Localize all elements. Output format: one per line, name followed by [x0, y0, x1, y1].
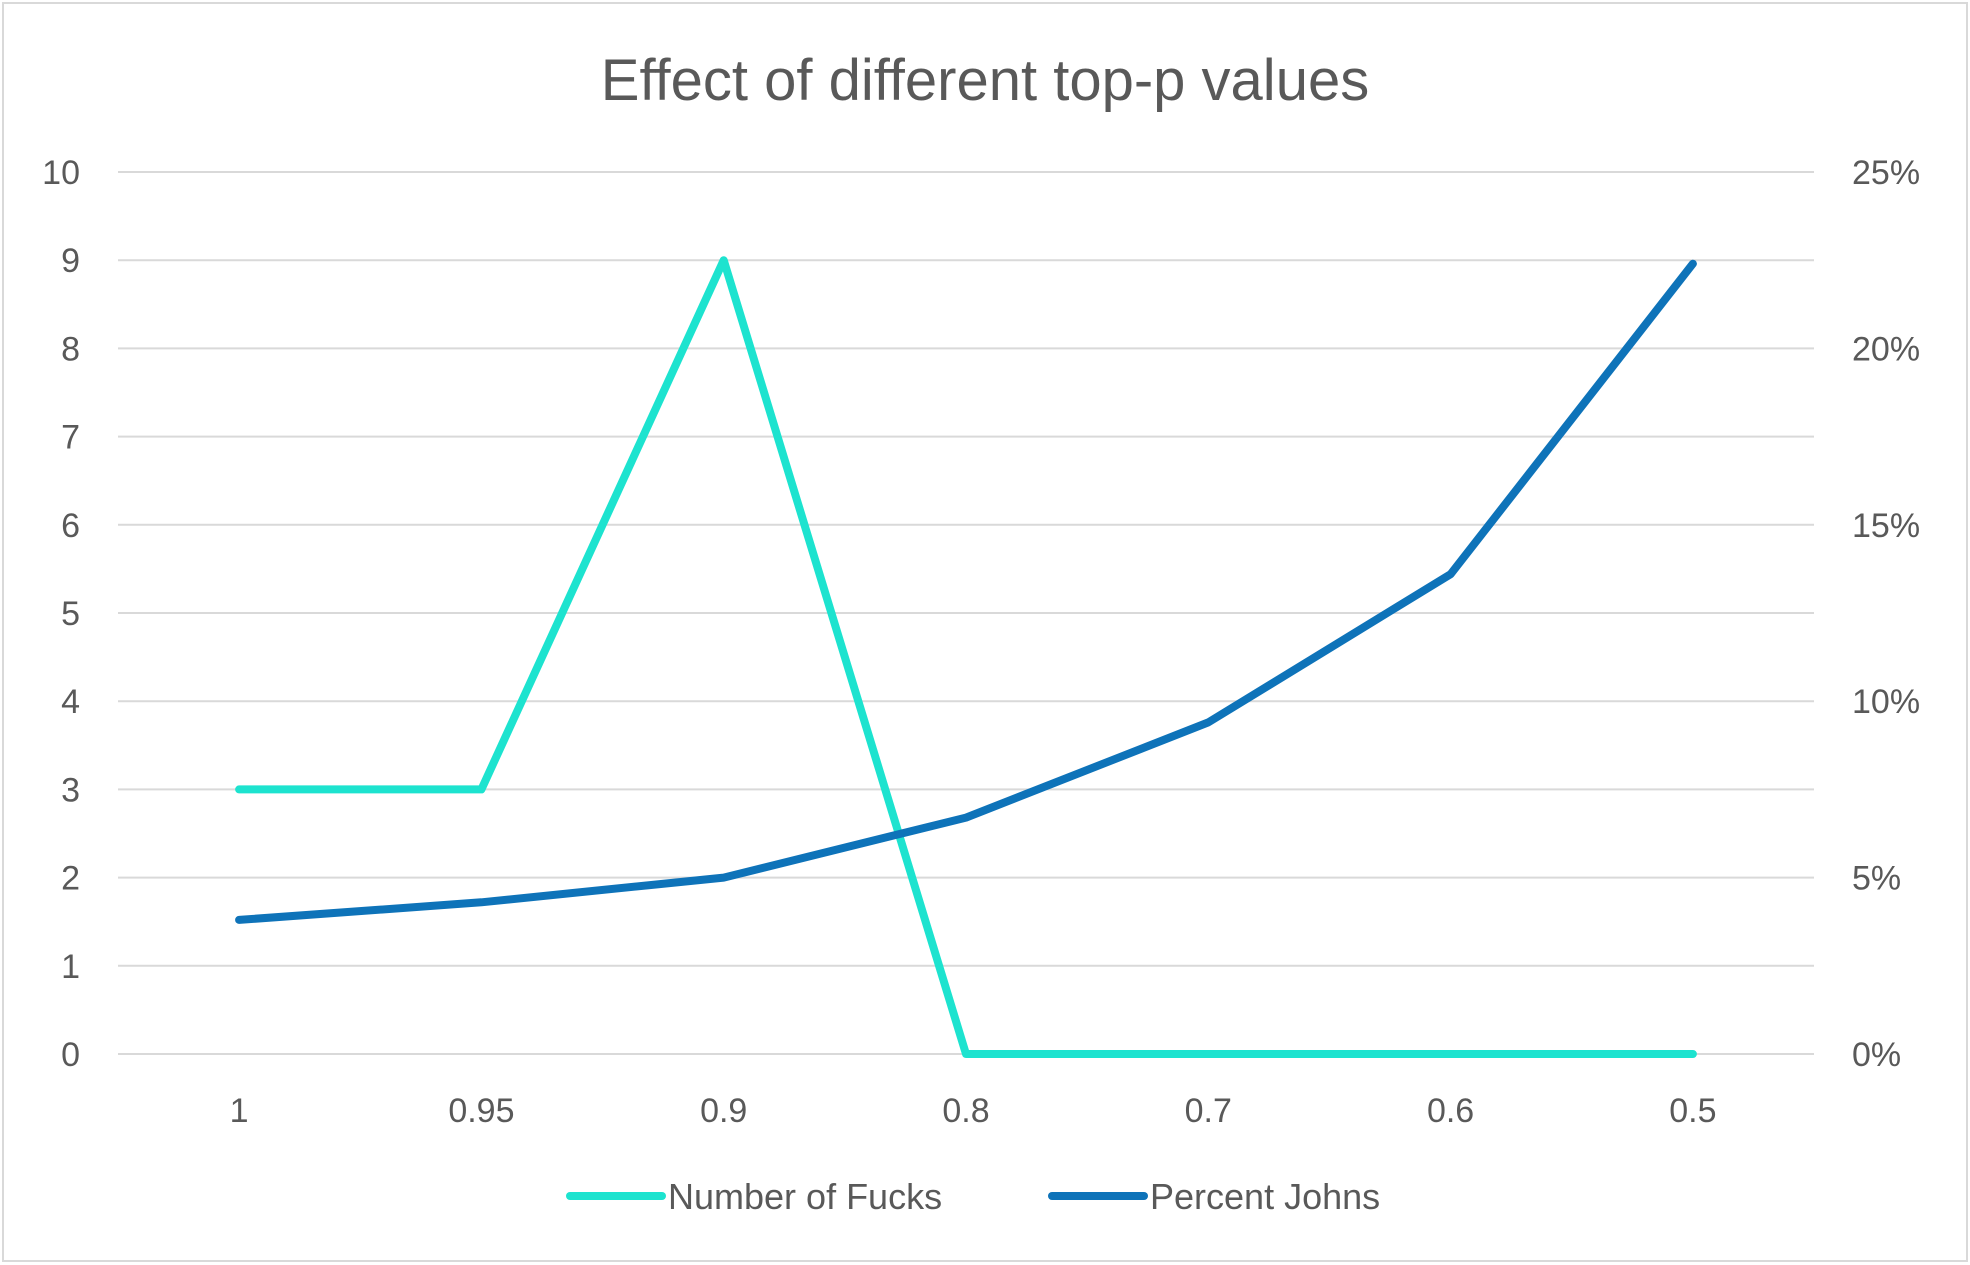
series-line-1	[235, 256, 1697, 1058]
x-tick-label: 1	[230, 1092, 249, 1130]
left-tick-label: 9	[61, 242, 80, 280]
x-tick-label: 0.95	[448, 1092, 514, 1130]
x-tick-label: 0.9	[700, 1092, 747, 1130]
left-tick-label: 6	[61, 507, 80, 545]
right-tick-label: 25%	[1852, 154, 1920, 192]
left-tick-label: 4	[61, 683, 80, 721]
right-tick-label: 15%	[1852, 507, 1920, 545]
series-line-2	[235, 259, 1697, 924]
series-lines	[235, 256, 1697, 1058]
left-tick-label: 5	[61, 595, 80, 633]
left-tick-label: 1	[61, 948, 80, 986]
left-tick-label: 0	[61, 1036, 80, 1074]
right-tick-label: 5%	[1852, 860, 1901, 898]
left-tick-label: 10	[42, 154, 80, 192]
x-tick-label: 0.8	[942, 1092, 989, 1130]
left-y-axis: 0 1 2 3 4 5 6 7 8 9 10	[42, 154, 80, 1074]
x-tick-label: 0.6	[1427, 1092, 1474, 1130]
left-tick-label: 2	[61, 860, 80, 898]
x-tick-label: 0.5	[1669, 1092, 1716, 1130]
right-tick-label: 20%	[1852, 330, 1920, 368]
line-chart: Effect of different top-p values 0 1 2 3 4 5 6…	[42, 48, 1920, 1217]
right-tick-label: 10%	[1852, 683, 1920, 721]
legend-label: Percent Johns	[1150, 1176, 1380, 1217]
left-tick-label: 7	[61, 419, 80, 457]
x-tick-label: 0.7	[1185, 1092, 1232, 1130]
legend-label: Number of Fucks	[668, 1176, 942, 1217]
right-tick-label: 0%	[1852, 1036, 1901, 1074]
legend: Number of Fucks Percent Johns	[566, 1176, 1380, 1217]
right-y-axis: 0% 5% 10% 15% 20% 25%	[1852, 154, 1920, 1074]
gridlines	[118, 171, 1814, 1055]
x-axis: 1 0.95 0.9 0.8 0.7 0.6 0.5	[230, 1092, 1717, 1130]
left-tick-label: 3	[61, 771, 80, 809]
chart-title: Effect of different top-p values	[601, 48, 1369, 113]
left-tick-label: 8	[61, 330, 80, 368]
